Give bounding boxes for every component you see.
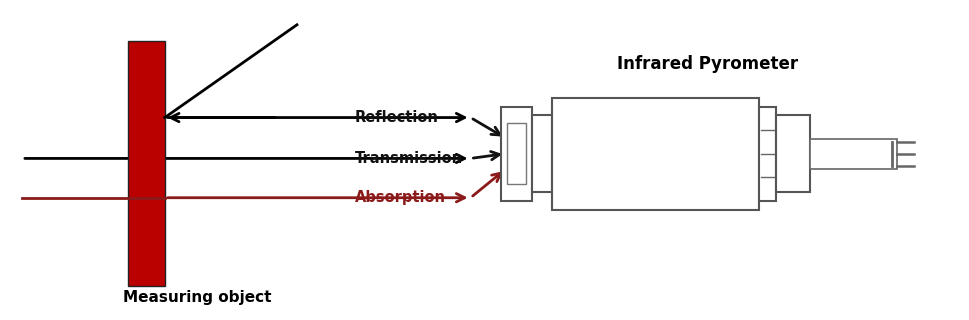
Text: Reflection: Reflection	[355, 110, 438, 125]
Bar	[501, 107, 532, 201]
Bar	[775, 115, 809, 192]
Text: Measuring object: Measuring object	[123, 290, 271, 305]
Text: Transmission: Transmission	[355, 151, 462, 166]
Text: Infrared Pyrometer: Infrared Pyrometer	[616, 55, 797, 73]
Bar	[128, 41, 165, 286]
Bar	[507, 123, 526, 184]
Bar	[532, 115, 551, 192]
Bar	[551, 98, 758, 210]
Text: Absorption: Absorption	[355, 190, 446, 205]
Bar	[809, 139, 896, 169]
Bar	[758, 107, 775, 201]
